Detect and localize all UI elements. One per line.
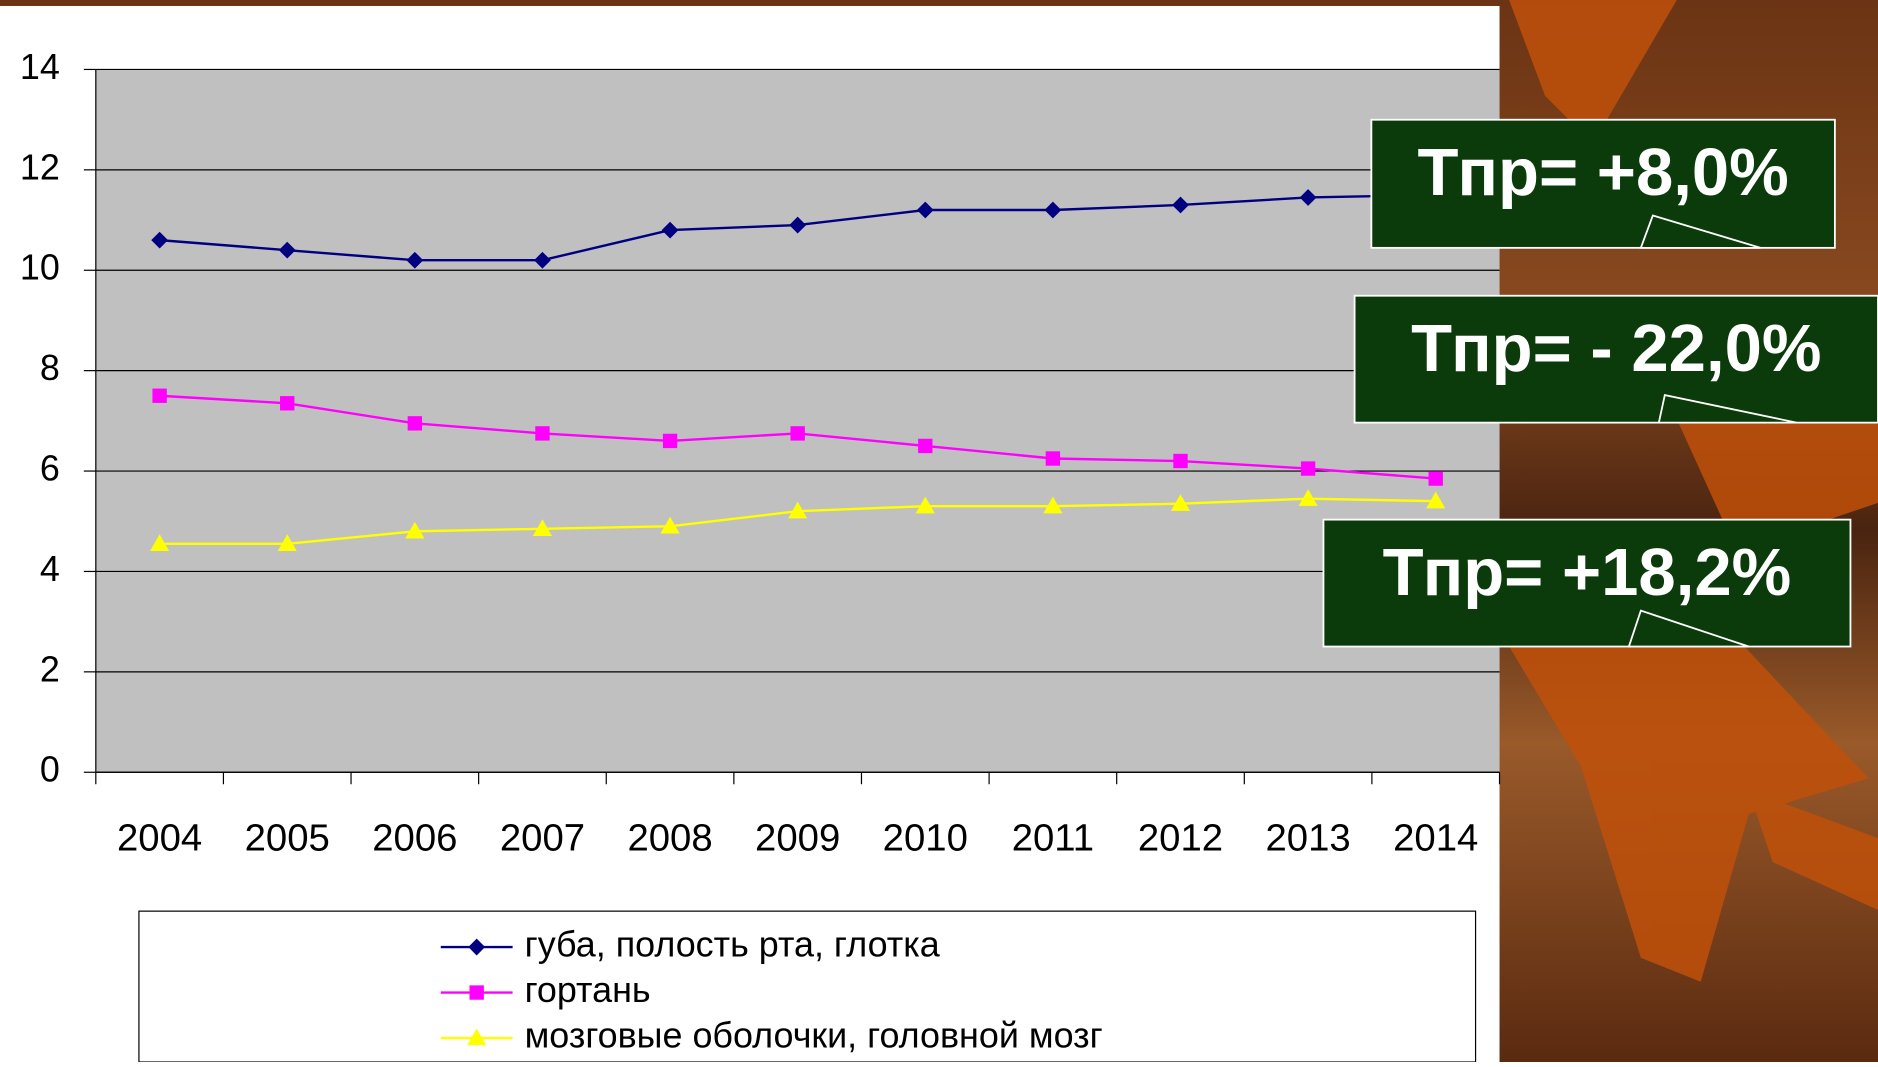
y-tick-label: 2 (40, 648, 60, 689)
data-point (152, 388, 167, 403)
x-tick-label: 2014 (1393, 817, 1478, 860)
data-point (1170, 494, 1191, 511)
data-point (1426, 491, 1446, 509)
x-tick-label: 2011 (1012, 817, 1094, 860)
data-point (277, 534, 297, 552)
x-tick-label: 2008 (627, 817, 712, 860)
data-point (1298, 489, 1318, 506)
legend-marker (467, 1028, 487, 1046)
data-point (660, 516, 680, 534)
data-point (789, 216, 807, 234)
data-point (1045, 451, 1061, 466)
callout-tail (1639, 214, 1761, 249)
data-point (405, 521, 425, 539)
y-tick-label: 0 (40, 749, 60, 790)
legend-marker (469, 985, 484, 1000)
legend-label: губа, полость рта, глотка (525, 924, 940, 965)
data-point (915, 496, 935, 514)
data-point (535, 426, 550, 441)
data-point (1300, 461, 1316, 476)
data-point (407, 416, 423, 431)
x-tick-label: 2012 (1138, 817, 1223, 860)
callout-tail (1627, 609, 1749, 648)
callout-text: Тпр= +8,0% (1417, 135, 1788, 210)
data-point (1172, 196, 1189, 214)
data-point (662, 433, 678, 449)
y-tick-label: 14 (20, 46, 60, 87)
y-tick-label: 4 (40, 548, 60, 589)
data-point (788, 501, 808, 519)
x-tick-label: 2010 (883, 817, 968, 860)
y-tick-label: 12 (20, 146, 60, 187)
y-tick-label: 10 (20, 247, 60, 288)
data-point (280, 396, 295, 411)
data-point (151, 231, 169, 249)
data-point (1043, 496, 1063, 514)
data-point (918, 438, 933, 454)
y-tick-label: 8 (40, 347, 60, 388)
x-tick-label: 2013 (1266, 817, 1351, 860)
callout (1370, 118, 1836, 249)
data-point (1299, 189, 1317, 206)
legend-label: мозговые оболочки, головной мозг (525, 1015, 1103, 1056)
legend-box (138, 910, 1477, 1063)
data-point (532, 519, 553, 536)
callout-text: Тпр= +18,2% (1383, 535, 1792, 610)
legend-label: гортань (525, 969, 651, 1010)
data-point (1428, 471, 1443, 486)
x-tick-label: 2006 (372, 817, 457, 860)
plot-area (95, 69, 1500, 773)
data-point (661, 221, 679, 239)
legend-marker (468, 938, 486, 956)
x-tick-label: 2004 (117, 817, 202, 860)
x-tick-label: 2007 (500, 817, 585, 860)
data-point (150, 534, 170, 552)
callout (1353, 294, 1878, 424)
callout-text: Тпр= - 22,0% (1411, 311, 1821, 386)
y-tick-label: 6 (40, 448, 60, 489)
x-tick-label: 2009 (755, 817, 840, 860)
data-point (790, 426, 805, 441)
data-point (916, 201, 934, 219)
data-point (1173, 453, 1188, 469)
callout (1322, 518, 1852, 648)
x-tick-label: 2005 (245, 817, 330, 860)
callout-tail (1657, 394, 1797, 424)
